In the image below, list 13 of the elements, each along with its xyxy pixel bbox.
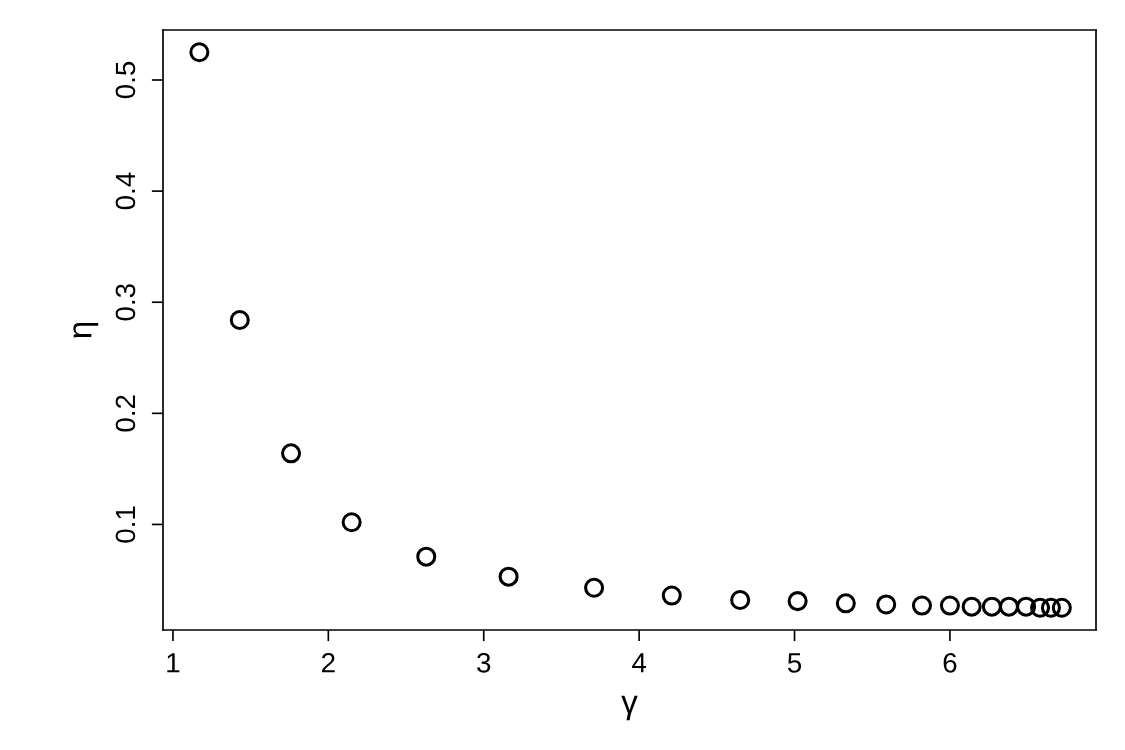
- y-tick-label: 0.5: [115, 61, 136, 99]
- x-axis-title: γ: [621, 695, 638, 721]
- y-tick-label: 0.4: [115, 172, 136, 210]
- x-tick-label: 1: [167, 653, 180, 673]
- x-tick-label: 3: [477, 652, 491, 673]
- x-tick-label: 2: [322, 652, 335, 673]
- y-tick-label: 0.1: [115, 506, 136, 543]
- x-tick-label: 5: [787, 653, 802, 673]
- x-tick-label: 6: [943, 652, 957, 673]
- x-tick-label: 4: [632, 653, 647, 673]
- y-tick-label: 0.2: [115, 395, 136, 432]
- y-axis-title: η: [73, 322, 99, 338]
- y-tick-label: 0.3: [115, 284, 136, 321]
